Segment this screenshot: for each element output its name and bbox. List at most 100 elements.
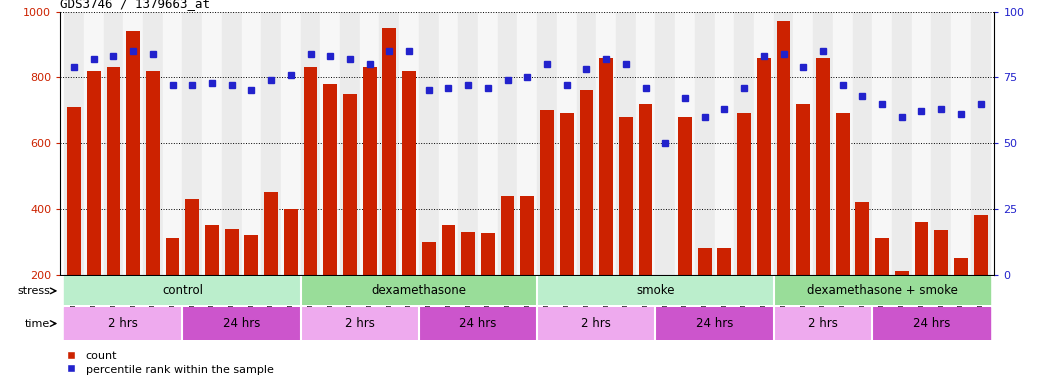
Bar [402,71,416,340]
Bar [64,307,183,340]
Bar [675,12,694,275]
Bar [518,12,537,275]
Bar [321,12,340,275]
Bar [813,12,832,275]
Bar [520,195,535,340]
Bar [757,58,770,340]
Bar [537,307,655,340]
Bar [461,232,475,340]
Bar [638,104,653,340]
Text: smoke: smoke [636,285,675,297]
Bar [206,225,219,340]
Text: 2 hrs: 2 hrs [808,317,838,330]
Bar [166,238,180,340]
Bar [303,68,318,340]
Text: 2 hrs: 2 hrs [581,317,611,330]
Text: 24 hrs: 24 hrs [223,317,261,330]
Text: dexamethasone + smoke: dexamethasone + smoke [807,285,957,297]
Bar [265,192,278,340]
Bar [107,68,120,340]
Text: 2 hrs: 2 hrs [108,317,138,330]
Legend: count, percentile rank within the sample: count, percentile rank within the sample [65,350,274,375]
Bar [954,258,967,340]
Bar [362,68,377,340]
Bar [579,90,594,340]
Bar [934,230,948,340]
Bar [127,31,140,340]
Text: 24 hrs: 24 hrs [912,317,950,330]
Bar [816,58,829,340]
Bar [832,12,852,275]
Bar [734,12,754,275]
Text: 2 hrs: 2 hrs [345,317,375,330]
Bar [183,12,202,275]
Bar [836,113,849,340]
Bar [911,12,931,275]
Bar [717,248,732,340]
Bar [500,195,515,340]
Bar [931,12,951,275]
Bar [124,12,143,275]
Bar [616,12,635,275]
Bar [498,12,518,275]
Bar [64,12,84,275]
Bar [540,110,554,340]
Bar [773,307,872,340]
Bar [892,12,911,275]
Bar [796,104,810,340]
Text: control: control [162,285,202,297]
Bar [655,12,675,275]
Bar [556,12,576,275]
Bar [225,228,239,340]
Bar [855,202,869,340]
Bar [596,12,616,275]
Bar [737,113,752,340]
Bar [104,12,124,275]
Bar [559,113,574,340]
Bar [635,12,655,275]
Text: GDS3746 / 1379663_at: GDS3746 / 1379663_at [60,0,211,10]
Bar [872,307,990,340]
Bar [382,28,397,340]
Bar [400,12,419,275]
Bar [222,12,242,275]
Bar [360,12,380,275]
Bar [694,12,714,275]
Bar [146,71,160,340]
Bar [87,71,101,340]
Bar [186,199,199,340]
Bar [852,12,872,275]
Bar [301,307,419,340]
Bar [284,209,298,340]
Bar [84,12,104,275]
Text: time: time [25,318,51,329]
Bar [537,276,773,305]
Bar [419,307,537,340]
Bar [971,12,990,275]
Bar [537,12,556,275]
Bar [262,12,281,275]
Bar [380,12,400,275]
Bar [242,12,262,275]
Bar [754,12,773,275]
Bar [619,117,633,340]
Bar [301,12,321,275]
Bar [281,12,301,275]
Bar [419,12,439,275]
Text: 24 hrs: 24 hrs [460,317,497,330]
Bar [64,276,301,305]
Bar [301,276,537,305]
Bar [776,22,790,340]
Bar [914,222,928,340]
Bar [441,225,456,340]
Bar [439,12,459,275]
Bar [202,12,222,275]
Bar [183,307,301,340]
Bar [421,242,436,340]
Bar [773,12,793,275]
Bar [459,12,479,275]
Bar [773,276,990,305]
Bar [343,94,357,340]
Text: stress: stress [18,286,51,296]
Bar [875,238,889,340]
